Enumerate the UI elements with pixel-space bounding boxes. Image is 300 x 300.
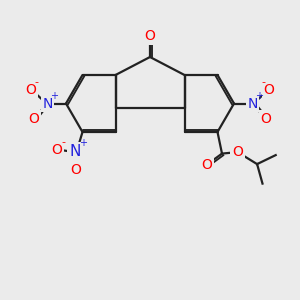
Text: O: O bbox=[28, 112, 39, 126]
Text: N: N bbox=[42, 97, 52, 110]
Text: +: + bbox=[255, 91, 263, 101]
Text: -: - bbox=[35, 77, 39, 88]
Text: N: N bbox=[248, 97, 258, 110]
Text: -: - bbox=[262, 77, 266, 88]
Text: +: + bbox=[80, 138, 87, 148]
Text: O: O bbox=[264, 83, 274, 97]
Text: N: N bbox=[69, 144, 81, 159]
Text: O: O bbox=[232, 145, 243, 159]
Text: O: O bbox=[70, 163, 81, 177]
Text: O: O bbox=[145, 29, 155, 43]
Text: O: O bbox=[201, 158, 212, 172]
Text: O: O bbox=[261, 112, 272, 126]
Text: +: + bbox=[50, 91, 58, 101]
Text: -: - bbox=[61, 136, 65, 147]
Text: O: O bbox=[26, 83, 36, 97]
Text: O: O bbox=[51, 143, 62, 157]
